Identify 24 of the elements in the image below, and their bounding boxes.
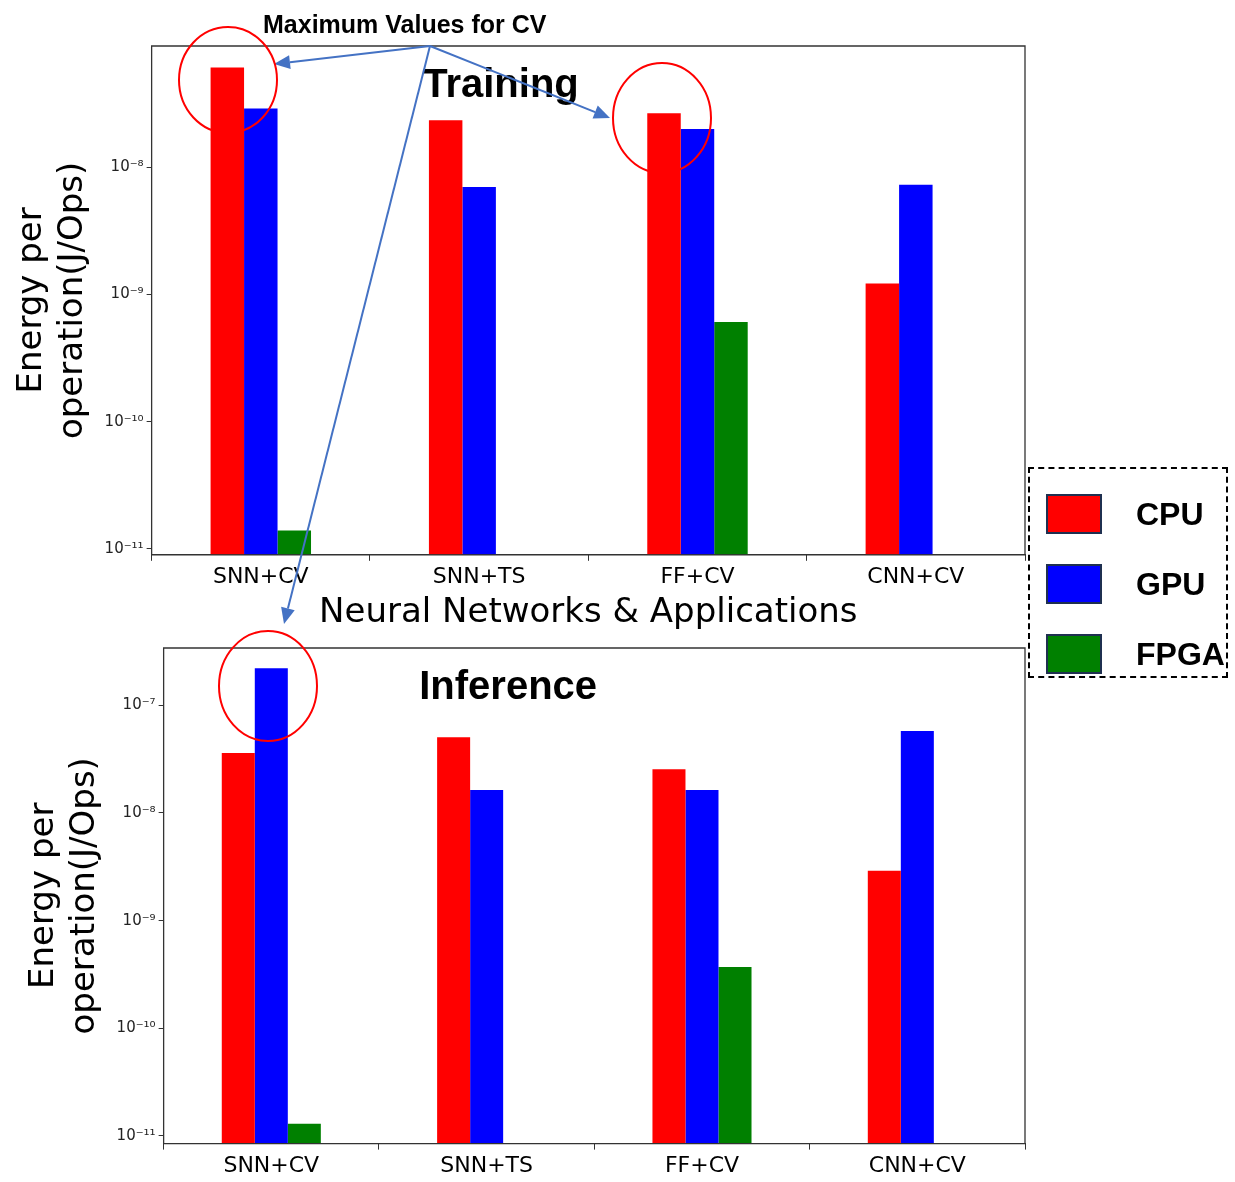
- y-tick-label: 10⁻⁷: [122, 695, 156, 714]
- chart-title: Inference: [419, 663, 598, 708]
- legend-label: GPU: [1136, 565, 1206, 603]
- y-tick-label: 10⁻¹⁰: [116, 1018, 156, 1037]
- legend-label: FPGA: [1136, 635, 1225, 673]
- x-tick-label: SNN+TS: [440, 1151, 533, 1177]
- x-axis-title: Neural Networks & Applications: [319, 590, 858, 631]
- x-tick-label: FF+CV: [660, 562, 735, 588]
- x-tick-label: CNN+CV: [868, 1151, 966, 1177]
- x-tick-label: FF+CV: [664, 1151, 740, 1177]
- x-tick-label: CNN+CV: [867, 562, 965, 588]
- y-tick-label: 10⁻¹¹: [116, 1125, 156, 1144]
- y-tick-label: 10⁻⁸: [122, 802, 156, 821]
- y-axis-title: Energy per operation(J/Ops): [9, 161, 91, 440]
- x-tick-label: SNN+TS: [432, 562, 526, 588]
- x-tick-label: SNN+CV: [223, 1151, 320, 1177]
- y-tick-label: 10⁻¹⁰: [104, 411, 144, 430]
- text: Maximum Values for CV: [263, 9, 547, 38]
- y-tick-label: 10⁻⁸: [110, 157, 144, 176]
- legend-label: CPU: [1136, 495, 1204, 533]
- y-tick-label: 10⁻¹¹: [104, 538, 144, 557]
- y-axis-title: Energy per operation(J/Ops): [21, 757, 103, 1035]
- y-tick-label: 10⁻⁹: [122, 910, 156, 929]
- y-tick-label: 10⁻⁹: [110, 284, 144, 303]
